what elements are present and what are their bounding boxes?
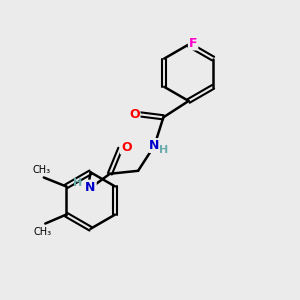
Text: CH₃: CH₃ bbox=[32, 164, 50, 175]
Text: H: H bbox=[159, 145, 169, 155]
Text: F: F bbox=[189, 37, 197, 50]
Text: N: N bbox=[85, 181, 96, 194]
Text: H: H bbox=[73, 178, 82, 188]
Text: O: O bbox=[129, 108, 140, 121]
Text: CH₃: CH₃ bbox=[34, 226, 52, 236]
Text: O: O bbox=[121, 140, 131, 154]
Text: N: N bbox=[149, 139, 160, 152]
